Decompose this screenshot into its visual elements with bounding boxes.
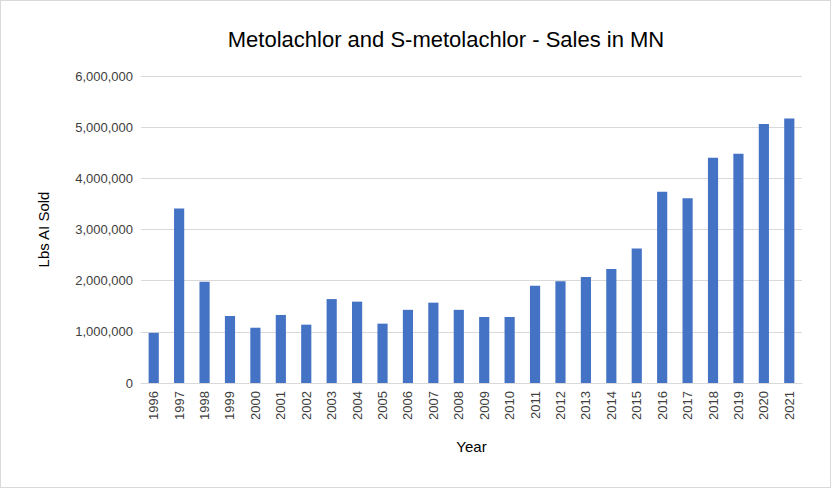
svg-text:2017: 2017 <box>680 391 695 420</box>
svg-text:2001: 2001 <box>273 391 288 420</box>
svg-text:5,000,000: 5,000,000 <box>75 120 133 135</box>
svg-text:6,000,000: 6,000,000 <box>75 69 133 84</box>
svg-text:1998: 1998 <box>197 391 212 420</box>
svg-text:2003: 2003 <box>324 391 339 420</box>
svg-text:3,000,000: 3,000,000 <box>75 222 133 237</box>
svg-text:2021: 2021 <box>782 391 797 420</box>
svg-text:2016: 2016 <box>655 391 670 420</box>
svg-text:Metolachlor and S-metolachlor: Metolachlor and S-metolachlor - Sales in… <box>228 27 665 52</box>
svg-text:4,000,000: 4,000,000 <box>75 171 133 186</box>
svg-text:2006: 2006 <box>400 391 415 420</box>
svg-text:2010: 2010 <box>502 391 517 420</box>
svg-text:2005: 2005 <box>375 391 390 420</box>
svg-text:2,000,000: 2,000,000 <box>75 273 133 288</box>
svg-text:2009: 2009 <box>477 391 492 420</box>
svg-text:1999: 1999 <box>222 391 237 420</box>
svg-text:2018: 2018 <box>706 391 721 420</box>
svg-text:2019: 2019 <box>731 391 746 420</box>
svg-text:2007: 2007 <box>426 391 441 420</box>
svg-text:1997: 1997 <box>172 391 187 420</box>
svg-text:2013: 2013 <box>578 391 593 420</box>
svg-text:2004: 2004 <box>350 391 365 420</box>
svg-text:2020: 2020 <box>756 391 771 420</box>
svg-text:2015: 2015 <box>629 391 644 420</box>
svg-text:2014: 2014 <box>604 391 619 420</box>
svg-text:0: 0 <box>126 376 133 391</box>
svg-text:2008: 2008 <box>451 391 466 420</box>
svg-text:1,000,000: 1,000,000 <box>75 324 133 339</box>
svg-text:2000: 2000 <box>248 391 263 420</box>
svg-text:2011: 2011 <box>528 391 543 419</box>
svg-text:2002: 2002 <box>299 391 314 420</box>
svg-text:Year: Year <box>456 438 486 455</box>
svg-text:1996: 1996 <box>146 391 161 420</box>
svg-text:Lbs AI Sold: Lbs AI Sold <box>35 192 52 268</box>
svg-text:2012: 2012 <box>553 391 568 420</box>
